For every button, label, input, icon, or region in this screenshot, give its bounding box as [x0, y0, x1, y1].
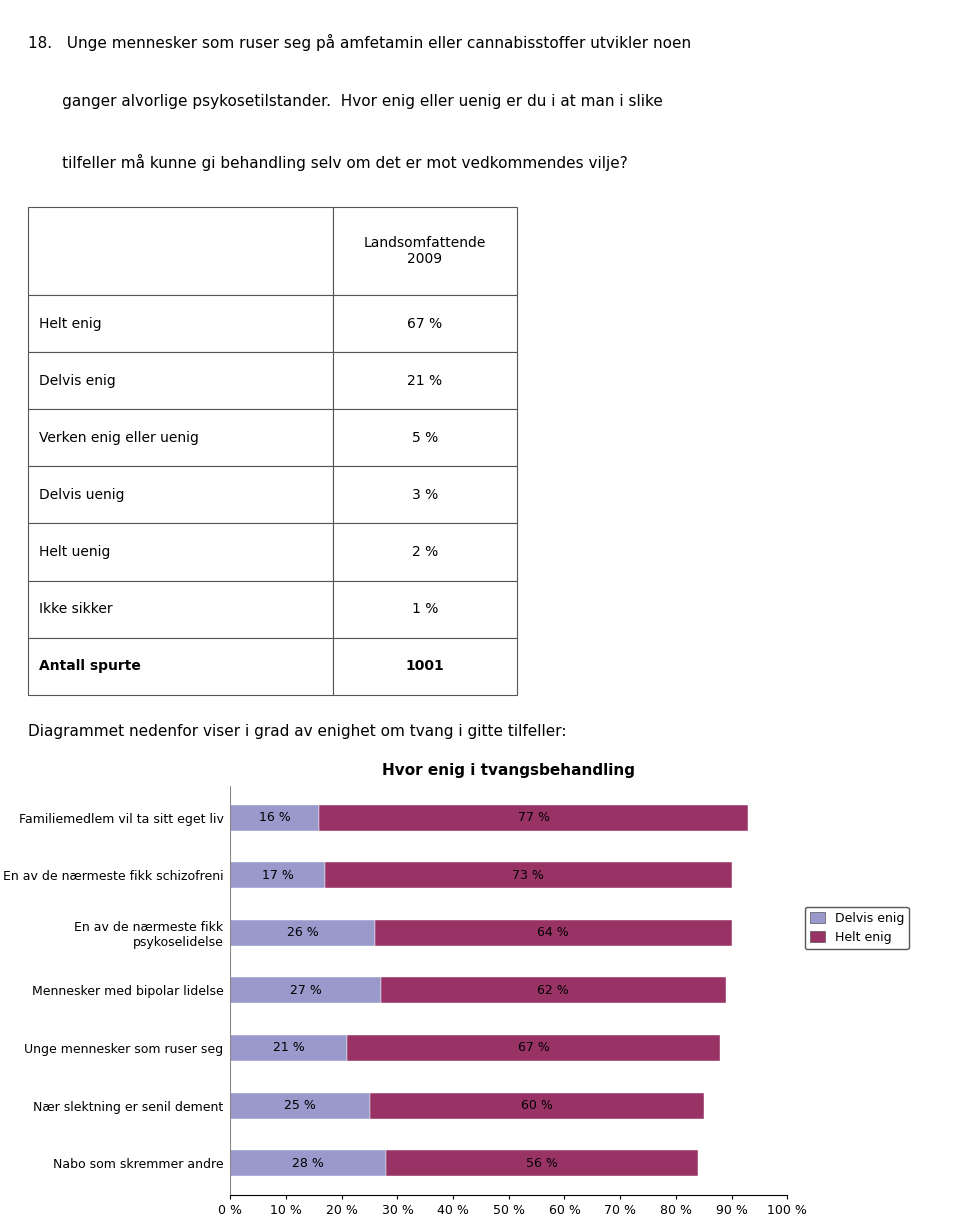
Text: 1 %: 1 % — [412, 602, 438, 616]
Bar — [230, 1151, 386, 1176]
Bar — [348, 1035, 720, 1061]
Text: 67 %: 67 % — [407, 317, 443, 330]
Bar — [332, 207, 516, 295]
Text: 17 %: 17 % — [262, 869, 294, 881]
Bar — [230, 1092, 370, 1119]
Bar — [332, 467, 516, 523]
Text: 62 %: 62 % — [538, 984, 569, 997]
Bar — [230, 862, 325, 889]
Bar — [332, 638, 516, 695]
Text: 73 %: 73 % — [513, 869, 544, 881]
Text: Delvis uenig: Delvis uenig — [39, 488, 125, 502]
Text: Helt enig: Helt enig — [39, 317, 102, 330]
Text: Delvis enig: Delvis enig — [39, 374, 116, 388]
Bar — [332, 580, 516, 638]
Text: 56 %: 56 % — [526, 1157, 558, 1169]
Bar — [332, 410, 516, 467]
Bar — [386, 1151, 698, 1176]
Bar — [29, 523, 332, 580]
Bar — [230, 920, 375, 946]
Bar — [230, 1035, 348, 1061]
Text: 77 %: 77 % — [517, 812, 550, 824]
Text: 3 %: 3 % — [412, 488, 438, 502]
Text: Diagrammet nedenfor viser i grad av enighet om tvang i gitte tilfeller:: Diagrammet nedenfor viser i grad av enig… — [29, 724, 567, 739]
Bar — [29, 580, 332, 638]
Text: 28 %: 28 % — [293, 1157, 324, 1169]
Bar — [320, 805, 748, 830]
Text: 21 %: 21 % — [273, 1041, 304, 1054]
Text: 1001: 1001 — [405, 659, 444, 673]
Bar — [370, 1092, 704, 1119]
Bar — [29, 352, 332, 410]
Text: tilfeller må kunne gi behandling selv om det er mot vedkommendes vilje?: tilfeller må kunne gi behandling selv om… — [29, 155, 628, 171]
Text: 26 %: 26 % — [287, 926, 319, 940]
Bar — [29, 638, 332, 695]
Text: Antall spurte: Antall spurte — [39, 659, 141, 673]
Bar — [375, 920, 732, 946]
Text: ganger alvorlige psykosetilstander.  Hvor enig eller uenig er du i at man i slik: ganger alvorlige psykosetilstander. Hvor… — [29, 94, 663, 108]
Legend: Delvis enig, Helt enig: Delvis enig, Helt enig — [804, 907, 909, 950]
Text: 21 %: 21 % — [407, 374, 443, 388]
Bar — [230, 978, 381, 1003]
Text: Landsomfattende
2009: Landsomfattende 2009 — [364, 236, 486, 266]
Text: 5 %: 5 % — [412, 430, 438, 445]
Bar — [332, 523, 516, 580]
Text: Ikke sikker: Ikke sikker — [39, 602, 113, 616]
Text: 18.   Unge mennesker som ruser seg på amfetamin eller cannabisstoffer utvikler n: 18. Unge mennesker som ruser seg på amfe… — [29, 33, 691, 50]
Text: Verken enig eller uenig: Verken enig eller uenig — [39, 430, 200, 445]
Bar — [29, 295, 332, 352]
Bar — [29, 410, 332, 467]
Text: 60 %: 60 % — [520, 1100, 553, 1112]
Text: 16 %: 16 % — [259, 812, 291, 824]
Text: Helt uenig: Helt uenig — [39, 545, 110, 560]
Text: 2 %: 2 % — [412, 545, 438, 560]
Bar — [381, 978, 726, 1003]
Text: 25 %: 25 % — [284, 1100, 316, 1112]
Title: Hvor enig i tvangsbehandling: Hvor enig i tvangsbehandling — [382, 763, 636, 778]
Bar — [332, 352, 516, 410]
Bar — [230, 805, 320, 830]
Bar — [29, 467, 332, 523]
Text: 27 %: 27 % — [290, 984, 322, 997]
Bar — [325, 862, 732, 889]
Text: 64 %: 64 % — [538, 926, 569, 940]
Bar — [332, 295, 516, 352]
Bar — [29, 207, 332, 295]
Text: 67 %: 67 % — [517, 1041, 550, 1054]
